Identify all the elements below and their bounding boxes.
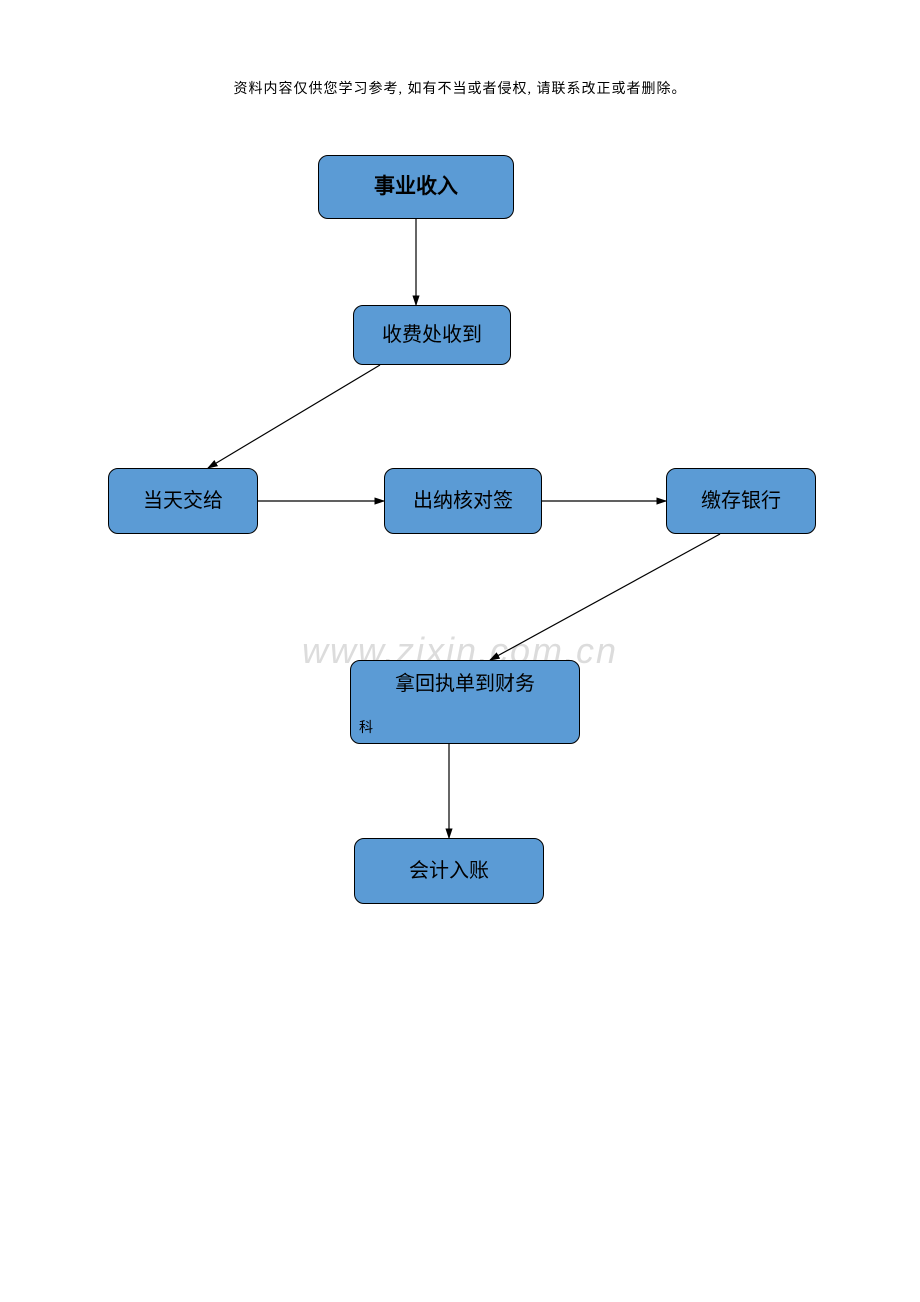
flowchart-node-label: 出纳核对签 [407, 484, 519, 518]
flowchart-node-n1: 事业收入 [318, 155, 514, 219]
flowchart-node-n3: 当天交给 [108, 468, 258, 534]
flowchart-node-label: 事业收入 [368, 169, 464, 204]
flowchart-node-label: 拿回执单到财务 [389, 661, 541, 701]
flowchart-node-label: 收费处收到 [376, 318, 488, 352]
flowchart-node-n4: 出纳核对签 [384, 468, 542, 534]
flowchart-node-label: 会计入账 [403, 854, 495, 888]
flowchart-edge [490, 534, 720, 660]
flowchart-node-n7: 会计入账 [354, 838, 544, 904]
flowchart-node-label: 缴存银行 [695, 484, 787, 518]
flowchart-node-label: 当天交给 [137, 484, 229, 518]
flowchart-node-sublabel: 科 [359, 717, 373, 737]
flowchart-node-n2: 收费处收到 [353, 305, 511, 365]
flowchart-node-n6: 科拿回执单到财务 [350, 660, 580, 744]
flowchart-node-n5: 缴存银行 [666, 468, 816, 534]
flowchart-edge [208, 365, 380, 468]
